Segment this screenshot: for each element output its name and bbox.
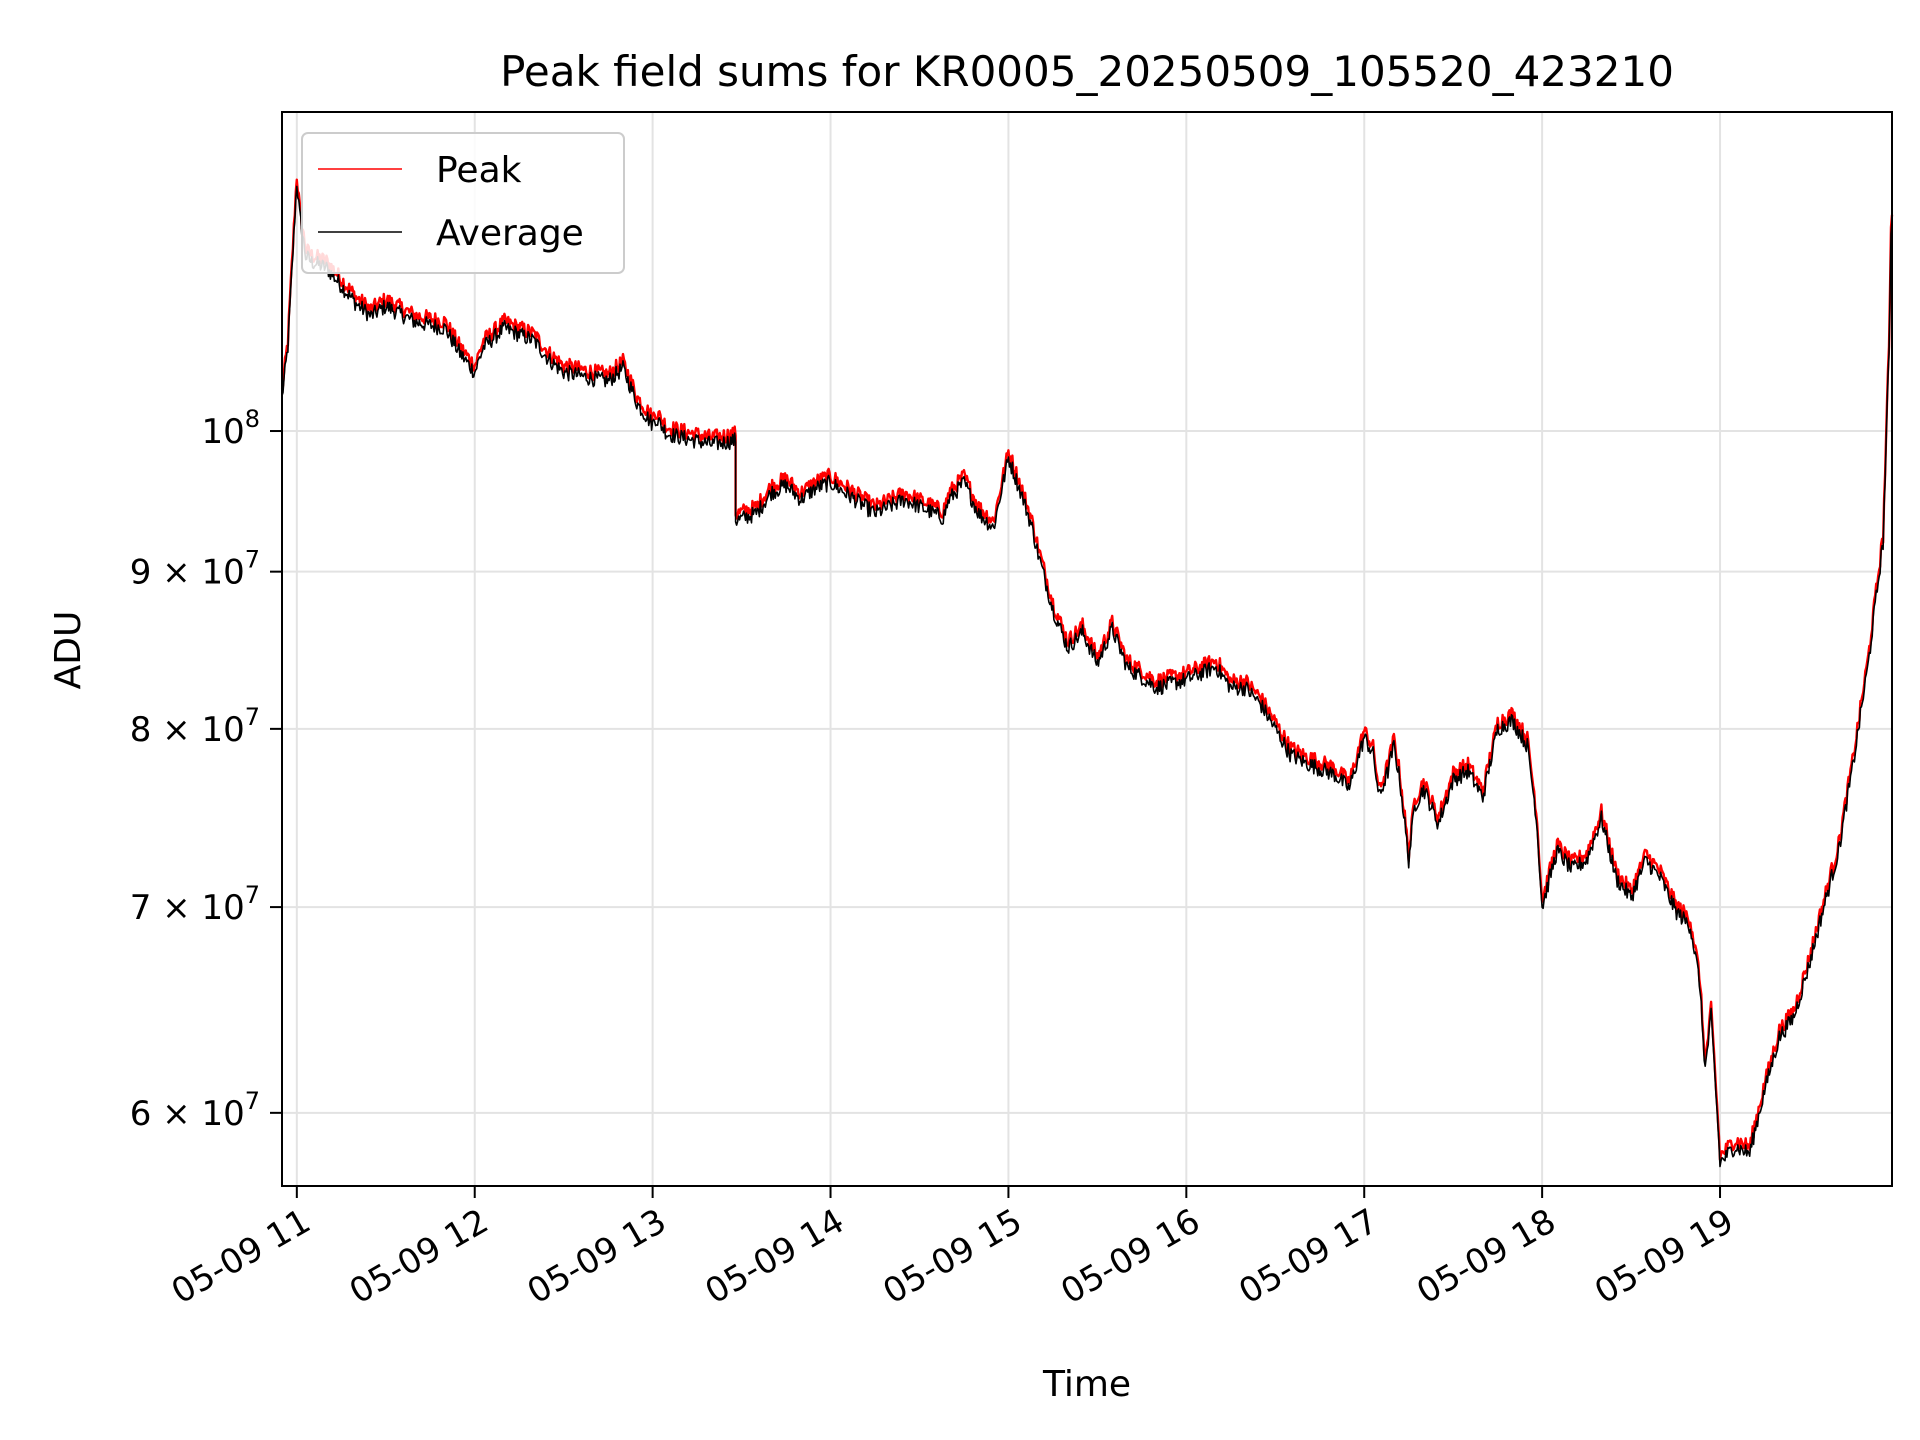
y-tick-label: 8 × 107 [130, 703, 260, 750]
x-tick-label: 05-09 17 [1232, 1201, 1384, 1312]
x-tick-label: 05-09 16 [1054, 1201, 1206, 1312]
x-tick-label: 05-09 12 [343, 1201, 495, 1312]
x-tick-label: 05-09 19 [1588, 1201, 1740, 1312]
x-axis: 05-09 11 05-09 12 05-09 13 05-09 14 05-09 15… [165, 1186, 1741, 1312]
y-tick-label: 7 × 107 [130, 881, 260, 928]
series-line-peak [280, 178, 1894, 1161]
legend: Peak Average [301, 132, 625, 274]
legend-label-peak: Peak [436, 150, 522, 191]
series-line-average [281, 185, 1893, 1168]
legend-label-average: Average [436, 213, 584, 254]
series-lines [280, 178, 1894, 1168]
legend-box [301, 132, 625, 274]
x-axis-label: Time [1042, 1364, 1131, 1405]
gridlines [282, 112, 1892, 1186]
x-tick-label: 05-09 14 [699, 1201, 851, 1312]
x-tick-label: 05-09 15 [877, 1201, 1029, 1312]
x-tick-label: 05-09 11 [165, 1201, 317, 1312]
y-axis: 6 × 107 7 × 107 8 × 107 9 × 107 108 [130, 405, 282, 1134]
y-axis-label: ADU [48, 611, 89, 690]
x-tick-label: 05-09 13 [521, 1201, 673, 1312]
chart-title: Peak field sums for KR0005_20250509_1055… [500, 47, 1674, 96]
y-tick-label: 9 × 107 [130, 546, 260, 593]
plot-area-frame [281, 111, 1893, 1187]
y-tick-label: 108 [201, 405, 260, 452]
x-tick-label: 05-09 18 [1410, 1201, 1562, 1312]
y-tick-label: 6 × 107 [130, 1087, 260, 1134]
